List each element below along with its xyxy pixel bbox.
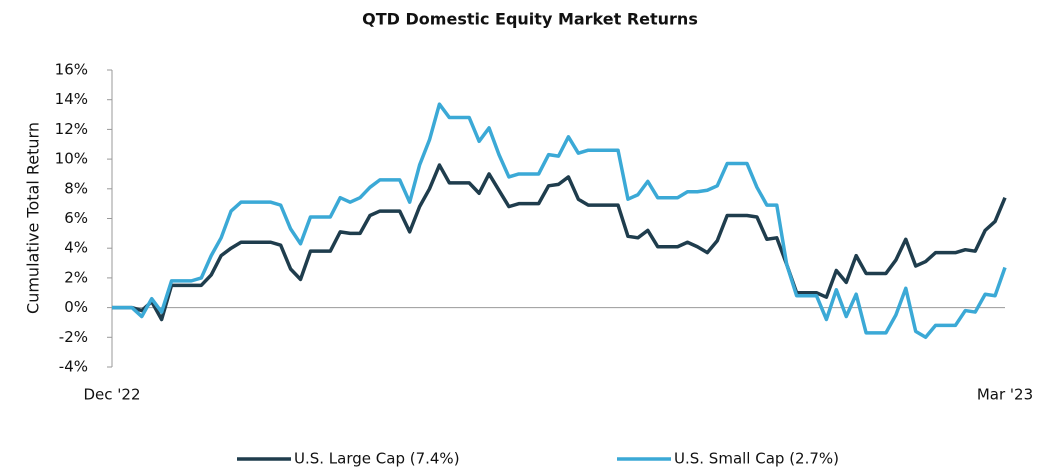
line-series xyxy=(112,102,1007,340)
y-tick-label: 0% xyxy=(64,298,88,316)
x-tick-label: Dec '22 xyxy=(83,386,140,404)
y-tick-label: 4% xyxy=(64,239,88,257)
y-tick-label: -2% xyxy=(59,328,88,346)
y-tick-label: 10% xyxy=(55,150,88,168)
line-series xyxy=(112,163,1007,322)
y-tick-label: 12% xyxy=(55,120,88,138)
chart-title: QTD Domestic Equity Market Returns xyxy=(362,10,698,29)
y-tick-label: 6% xyxy=(64,209,88,227)
y-tick-label: 16% xyxy=(55,61,88,79)
legend-label: U.S. Large Cap (7.4%) xyxy=(294,450,460,468)
x-tick-label: Mar '23 xyxy=(977,386,1033,404)
y-tick-label: 8% xyxy=(64,179,88,197)
y-tick-label: 14% xyxy=(55,90,88,108)
y-axis-label: Cumulative Total Return xyxy=(24,122,43,314)
legend-label: U.S. Small Cap (2.7%) xyxy=(674,450,839,468)
y-tick-label: 2% xyxy=(64,268,88,286)
y-tick-label: -4% xyxy=(59,358,88,376)
